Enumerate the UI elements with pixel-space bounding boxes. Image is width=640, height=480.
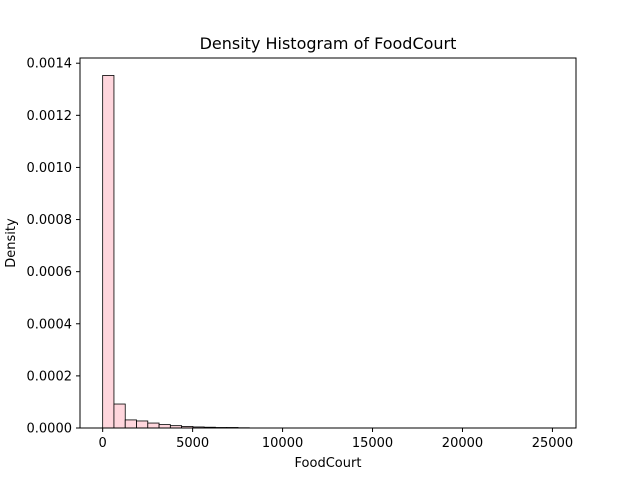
histogram-bar [158, 424, 171, 429]
x-tick-label: 20000 [442, 436, 483, 451]
y-tick-label: 0.0008 [27, 213, 73, 228]
y-tick-label: 0.0006 [27, 265, 73, 280]
y-tick-label: 0.0004 [27, 317, 73, 332]
histogram-bar [102, 75, 115, 429]
y-axis-ticks: 0.0000 0.0002 0.0004 0.0006 0.0008 0.0010 0.00… [27, 57, 80, 437]
y-tick-label: 0.0010 [27, 161, 73, 176]
y-tick-label: 0.0014 [27, 57, 73, 72]
chart-title: Density Histogram of FoodCourt [200, 34, 457, 53]
x-tick-label: 25000 [532, 436, 573, 451]
x-tick-label: 5000 [176, 436, 209, 451]
x-axis-label: FoodCourt [295, 456, 362, 471]
y-tick-label: 0.0002 [27, 369, 73, 384]
plot-frame [79, 57, 577, 429]
y-tick-label: 0.0000 [27, 422, 73, 437]
bars-group [102, 75, 250, 429]
x-tick-label: 10000 [262, 436, 303, 451]
x-tick-label: 15000 [352, 436, 393, 451]
y-tick-label: 0.0012 [27, 109, 73, 124]
histogram-bar [113, 403, 126, 429]
y-axis-label: Density [4, 218, 19, 268]
x-axis-ticks: 0 5000 10000 15000 20000 25000 [99, 428, 573, 451]
histogram-bar [147, 422, 160, 429]
x-tick-label: 0 [99, 436, 107, 451]
histogram-bar [136, 420, 149, 429]
histogram-bar [124, 419, 137, 429]
